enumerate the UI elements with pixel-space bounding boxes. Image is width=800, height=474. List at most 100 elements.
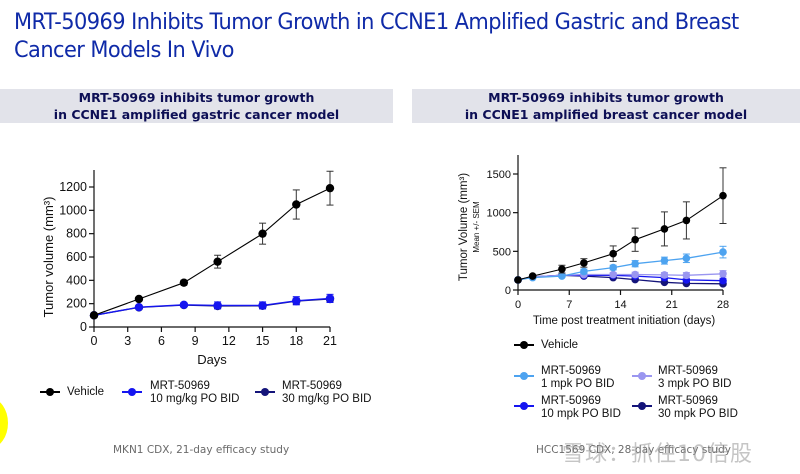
breast-footnote: HCC1569 CDX, 28-day efficacy study — [536, 444, 731, 456]
gastric-x-tick-label: 3 — [124, 334, 131, 348]
gastric-y-axis-label: Tumor volume (mm³) — [41, 197, 56, 318]
breast-data-point — [580, 267, 588, 276]
breast-legend-marker — [632, 372, 652, 380]
gastric-y-tick-label: 200 — [66, 297, 87, 311]
gastric-x-tick-label: 9 — [192, 334, 199, 348]
breast-y-tick-label: 500 — [493, 246, 511, 258]
gastric-legend-marker — [40, 388, 60, 396]
breast-data-point — [558, 265, 566, 273]
gastric-x-axis-label: Days — [197, 352, 227, 367]
gastric-data-point — [292, 296, 301, 305]
gastric-legend-label: MRT-50969 10 mg/kg PO BID — [150, 380, 239, 406]
breast-data-point — [631, 259, 639, 268]
breast-x-axis-label: Time post treatment initiation (days) — [533, 315, 716, 327]
breast-legend-marker — [632, 402, 652, 410]
gastric-legend-marker — [255, 388, 275, 396]
breast-y-tick-label: 1500 — [487, 169, 511, 181]
breast-data-point — [660, 271, 669, 279]
gastric-data-point — [89, 311, 99, 320]
slide-title-line1: MRT-50969 Inhibits Tumor Growth in CCNE1… — [14, 9, 739, 35]
gastric-data-point — [179, 278, 189, 287]
gastric-data-point — [258, 229, 267, 238]
gastric-chart: Days Tumor volume (mm³) 0 200 400 600 800 100… — [41, 170, 337, 367]
gastric-legend-label-line2: 30 mg/kg PO BID — [282, 393, 372, 405]
gastric-legend-marker — [122, 388, 142, 396]
gastric-y-tick-label: 400 — [66, 273, 87, 287]
gastric-legend-label-line1: Vehicle — [67, 386, 105, 398]
gastric-data-point — [134, 302, 144, 312]
gastric-data-point — [292, 200, 301, 209]
breast-panel-header: MRT-50969 inhibits tumor growth in CCNE1… — [412, 89, 800, 123]
gastric-y-tick-label: 0 — [80, 320, 87, 334]
yellow-marker — [0, 398, 8, 448]
breast-series-0 — [514, 167, 727, 284]
breast-series-1 — [514, 245, 727, 284]
breast-data-point — [558, 272, 566, 280]
gastric-footnote: MKN1 CDX, 21-day efficacy study — [113, 444, 290, 456]
gastric-series-1 — [89, 293, 335, 320]
breast-data-point — [719, 276, 727, 285]
gastric-data-point — [258, 301, 267, 310]
breast-legend-label-line1: MRT-50969 — [658, 395, 718, 407]
gastric-header-line2: in CCNE1 amplified gastric cancer model — [53, 107, 340, 122]
breast-legend-label-line1: MRT-50969 — [541, 365, 601, 377]
breast-data-point — [514, 276, 522, 284]
breast-legend-label: MRT-50969 1 mpk PO BID — [541, 365, 615, 391]
breast-legend-marker — [514, 341, 534, 349]
gastric-data-point — [179, 300, 189, 310]
breast-data-point — [719, 248, 727, 256]
gastric-legend-label-line1: MRT-50969 — [150, 380, 210, 392]
gastric-header-line1: MRT-50969 inhibits tumor growth — [78, 90, 315, 105]
gastric-data-point — [134, 294, 144, 304]
breast-legend-marker — [514, 372, 534, 380]
slide-title-line2: Cancer Models In Vivo — [14, 37, 234, 63]
breast-legend-label: MRT-50969 30 mpk PO BID — [658, 395, 738, 421]
breast-legend-marker — [514, 402, 534, 410]
gastric-x-tick-label: 0 — [91, 334, 98, 348]
breast-data-point — [682, 271, 691, 280]
breast-data-point — [719, 269, 727, 278]
gastric-x-tick-label: 12 — [222, 334, 236, 348]
gastric-data-point — [325, 183, 335, 193]
gastric-panel-header: MRT-50969 inhibits tumor growth in CCNE1… — [0, 89, 393, 123]
breast-data-point — [528, 272, 537, 280]
gastric-series-0 — [89, 170, 335, 320]
breast-chart: Time post treatment initiation (days) Tu… — [458, 155, 729, 327]
watermark: 雪球：抓住10倍股 — [562, 442, 753, 467]
gastric-y-tick-label: 1000 — [59, 203, 87, 217]
gastric-legend-label: MRT-50969 30 mg/kg PO BID — [282, 380, 371, 406]
breast-legend-label: MRT-50969 3 mpk PO BID — [658, 365, 732, 391]
breast-data-point — [660, 256, 669, 265]
breast-header-line1: MRT-50969 inhibits tumor growth — [488, 90, 724, 105]
breast-data-point — [660, 225, 669, 233]
breast-data-point — [719, 191, 727, 200]
gastric-y-tick-label: 600 — [66, 250, 87, 264]
breast-legend-label-line2: 30 mpk PO BID — [658, 408, 738, 420]
slide-title: MRT-50969 Inhibits Tumor Growth in CCNE1… — [14, 8, 749, 64]
breast-x-tick-label: 0 — [515, 299, 521, 311]
gastric-data-point — [325, 294, 335, 303]
gastric-x-tick-label: 21 — [323, 334, 337, 348]
breast-legend-label: MRT-50969 10 mpk PO BID — [541, 395, 621, 421]
breast-legend-label: Vehicle — [541, 339, 578, 352]
breast-x-tick-label: 21 — [666, 299, 678, 311]
breast-x-tick-label: 28 — [717, 299, 729, 311]
breast-data-point — [682, 216, 691, 225]
breast-legend-label-line2: 10 mpk PO BID — [541, 408, 621, 420]
breast-header-line2: in CCNE1 amplified breast cancer model — [464, 107, 748, 122]
breast-legend-label-line2: 3 mpk PO BID — [658, 378, 732, 390]
gastric-x-tick-label: 18 — [289, 334, 303, 348]
breast-legend-label-line1: MRT-50969 — [658, 365, 718, 377]
breast-data-point — [682, 254, 691, 263]
gastric-legend-label: Vehicle — [67, 386, 104, 399]
gastric-legend-label-line2: 10 mg/kg PO BID — [150, 393, 240, 405]
gastric-data-point — [213, 301, 222, 310]
breast-y-tick-label: 1000 — [487, 208, 511, 220]
breast-legend-label-line1: MRT-50969 — [541, 395, 601, 407]
breast-y-axis-sublabel: Mean +/- SEM — [472, 201, 481, 253]
breast-legend-label-line1: Vehicle — [541, 339, 579, 351]
breast-data-point — [609, 270, 617, 279]
gastric-x-tick-label: 15 — [256, 334, 270, 348]
gastric-data-point — [213, 257, 222, 266]
